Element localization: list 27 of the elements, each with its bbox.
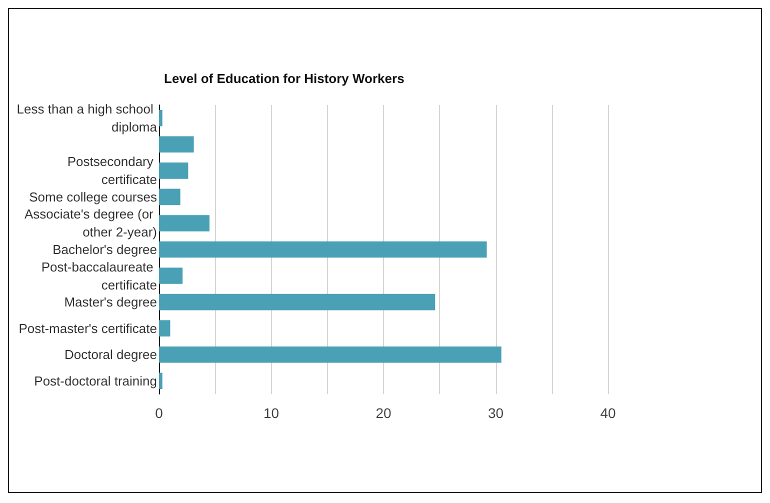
y-tick-label: Associate's degree (or other 2-year) bbox=[24, 206, 157, 240]
bar bbox=[159, 241, 487, 258]
bar bbox=[159, 294, 436, 310]
bar bbox=[159, 372, 162, 390]
y-tick-label: Some college courses bbox=[29, 189, 158, 204]
y-tick-label: Master's degree bbox=[64, 294, 157, 310]
y-tick-label: Bachelor's degree bbox=[52, 242, 157, 257]
bar bbox=[159, 320, 170, 336]
x-tick-label: 20 bbox=[376, 405, 392, 421]
bar bbox=[159, 268, 183, 284]
y-tick-label: Less than a high school diploma bbox=[16, 102, 158, 135]
y-tick-label: Doctoral degree bbox=[64, 347, 157, 362]
bar bbox=[159, 162, 188, 179]
bar bbox=[159, 188, 180, 206]
x-tick-label: 0 bbox=[155, 405, 164, 421]
x-tick-label: 10 bbox=[263, 405, 280, 421]
bar bbox=[159, 136, 194, 153]
bar bbox=[159, 215, 210, 232]
chart-title: Level of Education for History Workers bbox=[164, 71, 404, 86]
y-tick-label: Postsecondary certificate bbox=[67, 154, 157, 188]
y-tick-label: Post-master's certificate bbox=[18, 320, 157, 336]
x-tick-label: 40 bbox=[600, 405, 616, 421]
y-tick-label: Post-baccalaureate certificate bbox=[41, 259, 157, 292]
y-tick-label: Post-doctoral training bbox=[34, 373, 157, 388]
x-tick-label: 30 bbox=[488, 405, 504, 421]
bar bbox=[159, 346, 502, 363]
bar bbox=[159, 110, 162, 126]
